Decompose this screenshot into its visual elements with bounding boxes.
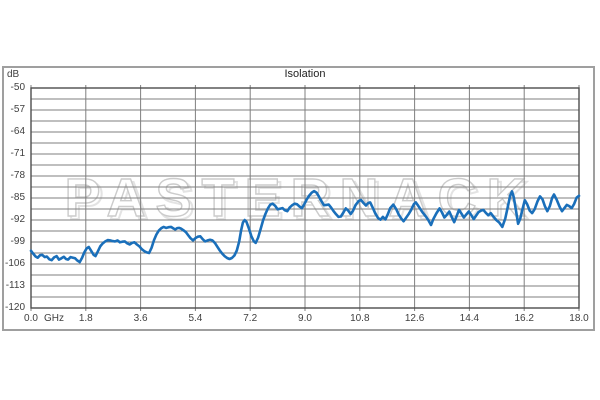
y-axis-label: -113	[5, 280, 25, 291]
x-axis-label: 0.0	[24, 313, 38, 324]
y-axis-label: -78	[10, 170, 25, 181]
x-axis-unit-label: GHz	[44, 313, 64, 324]
x-axis-label: 10.8	[350, 313, 370, 324]
x-axis-label: 1.8	[78, 313, 93, 324]
y-axis-label: -71	[10, 148, 25, 159]
watermark-shadow: PASTERNACK	[67, 171, 538, 231]
isolation-curve	[29, 189, 581, 264]
x-axis-label: 12.6	[404, 313, 425, 324]
y-axis-label: -57	[10, 104, 25, 115]
y-axis-label: -120	[4, 302, 25, 313]
x-axis-label: 7.2	[243, 313, 258, 324]
x-axis-label: 9.0	[298, 313, 312, 324]
plot-border	[30, 87, 580, 309]
x-axis-label: 5.4	[188, 313, 203, 324]
x-axis-label: 3.6	[133, 313, 148, 324]
x-axis-label: 14.4	[459, 313, 480, 324]
y-axis-label: -92	[10, 214, 25, 225]
y-axis-label: -99	[10, 236, 25, 247]
y-axis-label: -85	[10, 192, 25, 203]
y-axis-label: -106	[4, 258, 25, 269]
x-axis-label: 16.2	[514, 313, 534, 324]
chart-title: Isolation	[284, 68, 326, 80]
y-axis-unit-label: dB	[7, 69, 20, 80]
y-axis-label: -50	[10, 82, 25, 93]
x-axis-label: 18.0	[569, 313, 589, 324]
y-axis-label: -64	[10, 126, 25, 137]
gridlines	[30, 85, 580, 311]
